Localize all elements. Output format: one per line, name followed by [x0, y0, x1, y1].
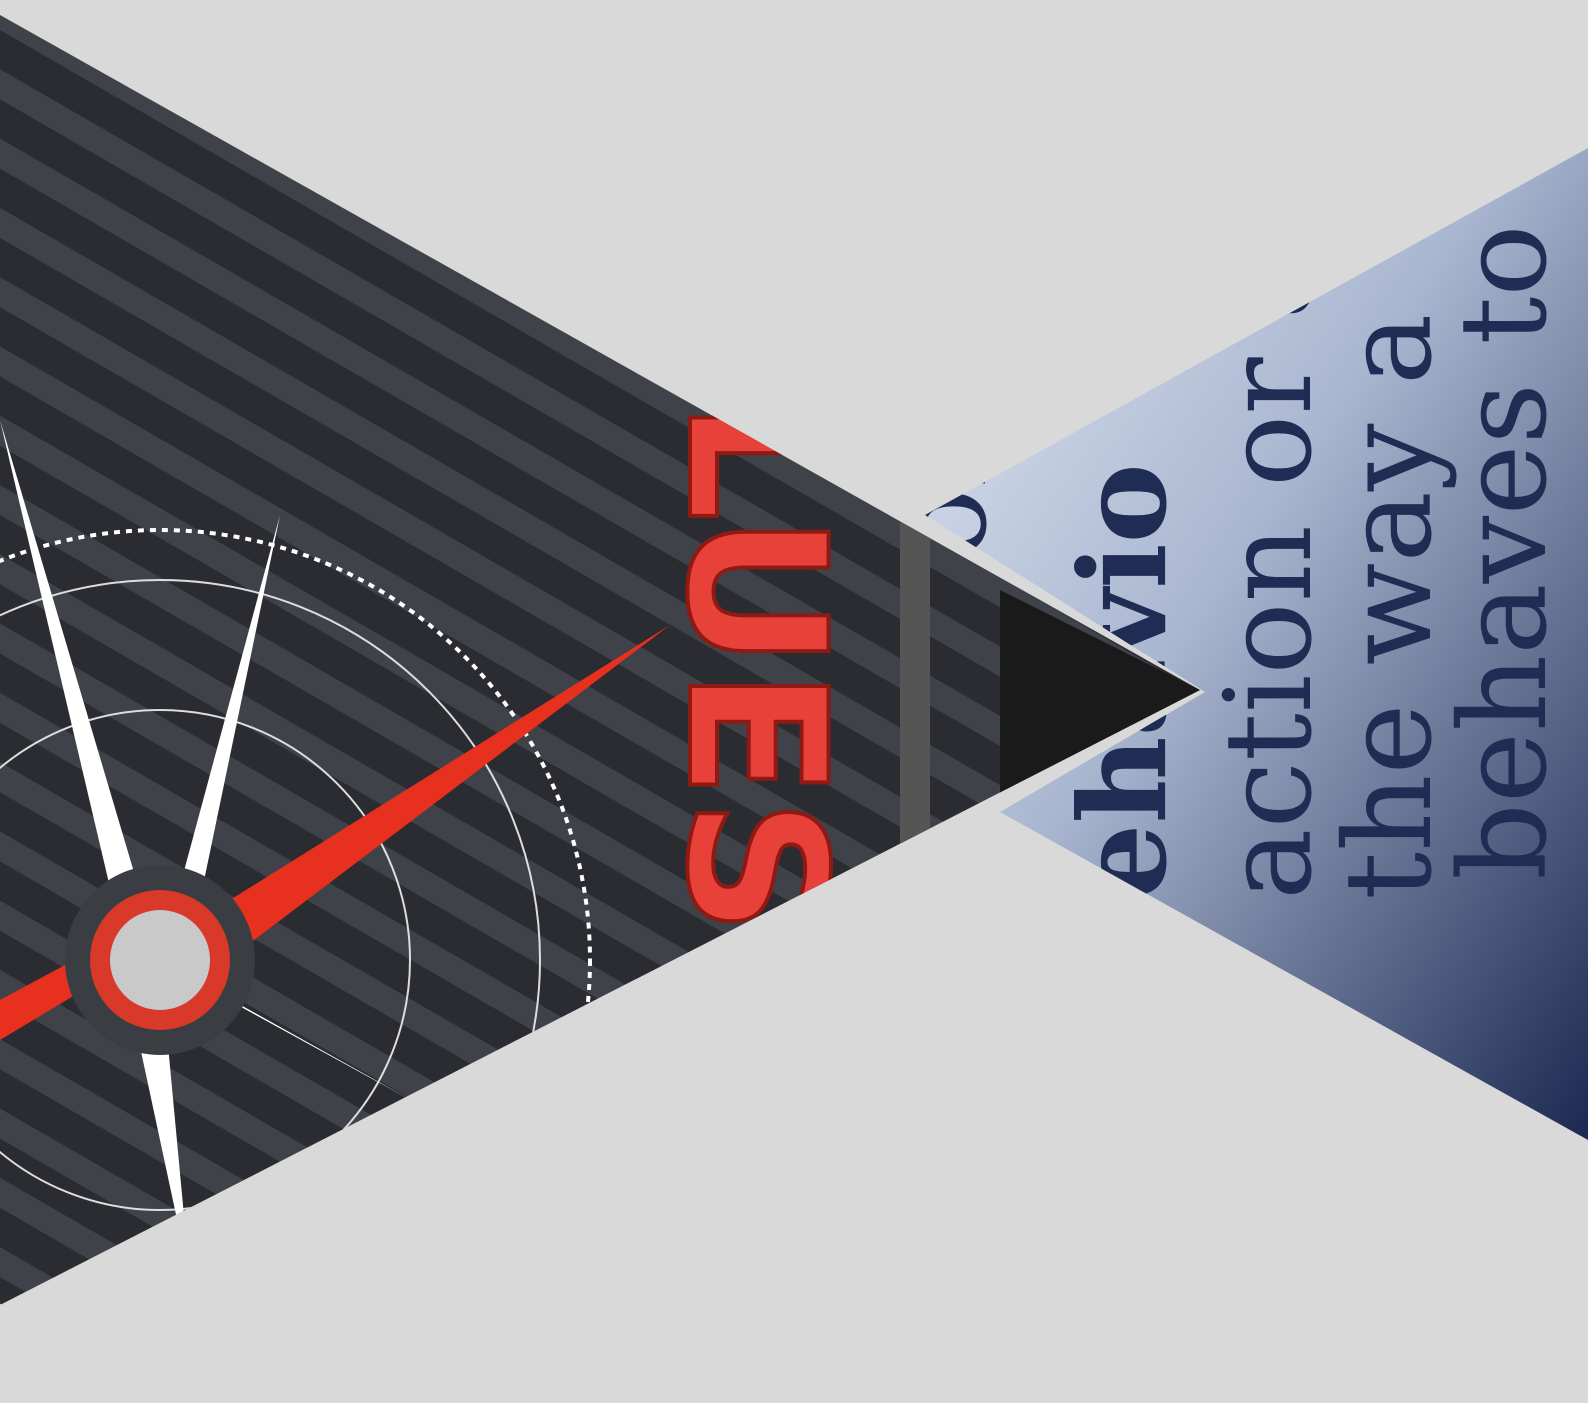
- compass-word: LUES: [645, 400, 866, 935]
- dictionary-line: behaves to: [1435, 224, 1574, 880]
- dictionary-line: action or a: [1200, 248, 1339, 900]
- dictionary-line: the way a: [1320, 314, 1459, 900]
- compass-image: LUES: [0, 15, 1200, 1305]
